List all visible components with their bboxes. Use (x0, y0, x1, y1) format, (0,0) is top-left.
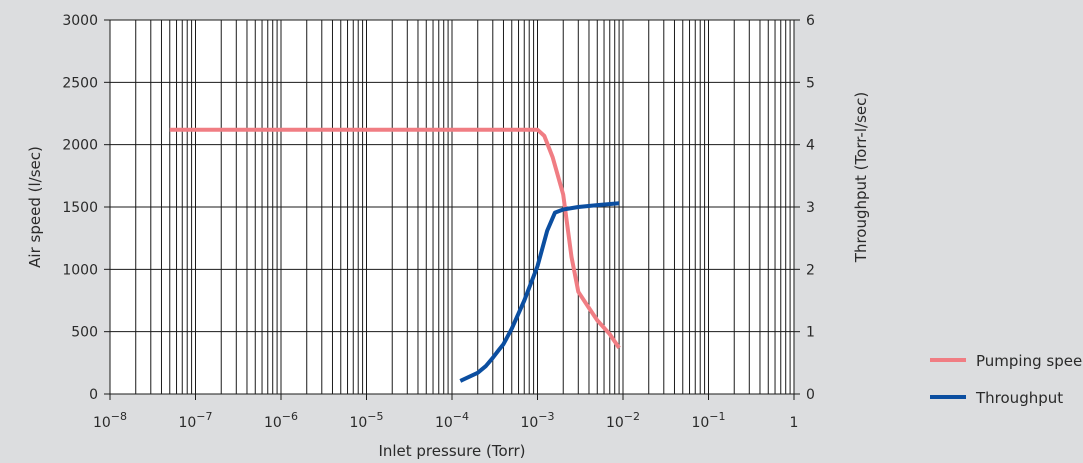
y2-tick-label: 2 (806, 262, 815, 278)
y2-tick-label: 3 (806, 200, 815, 216)
y2-tick-label: 6 (806, 13, 815, 29)
y-tick-label: 500 (71, 325, 98, 341)
y2-axis-title: Throughput (Torr-l/sec) (852, 92, 870, 263)
y2-tick-label: 5 (806, 75, 815, 91)
x-tick-label: 10−2 (606, 410, 640, 431)
grid (109, 19, 794, 395)
y2-tick-label: 4 (806, 138, 815, 154)
y-tick-label: 3000 (62, 13, 98, 29)
y-tick-label: 1000 (62, 262, 98, 278)
series-layer (169, 127, 621, 383)
x-tick-label: 10−3 (520, 410, 554, 431)
x-tick-label: 10−8 (93, 410, 127, 431)
y-tick-label: 0 (89, 387, 98, 403)
y2-tick-label: 1 (806, 325, 815, 341)
x-tick-label: 10−7 (178, 410, 212, 431)
y-tick-label: 2000 (62, 138, 98, 154)
x-tick-label: 10−1 (691, 410, 725, 431)
series-line-pumping-speed (169, 127, 621, 350)
y-axis-title: Air speed (l/sec) (26, 146, 44, 268)
x-tick-label: 10−4 (435, 410, 469, 431)
legend-label-pumping-speed: Pumping speed (976, 352, 1083, 370)
y-tick-label: 1500 (62, 200, 98, 216)
x-tick-label: 10−6 (264, 410, 298, 431)
x-tick-label: 1 (790, 415, 799, 431)
y2-tick-label: 0 (806, 387, 815, 403)
legend: Pumping speed Throughput (930, 352, 1083, 407)
legend-label-throughput: Throughput (975, 389, 1063, 407)
series-line-throughput (459, 201, 620, 383)
y-tick-label: 2500 (62, 75, 98, 91)
x-tick-label: 10−5 (349, 410, 383, 431)
x-axis-title: Inlet pressure (Torr) (378, 442, 525, 460)
